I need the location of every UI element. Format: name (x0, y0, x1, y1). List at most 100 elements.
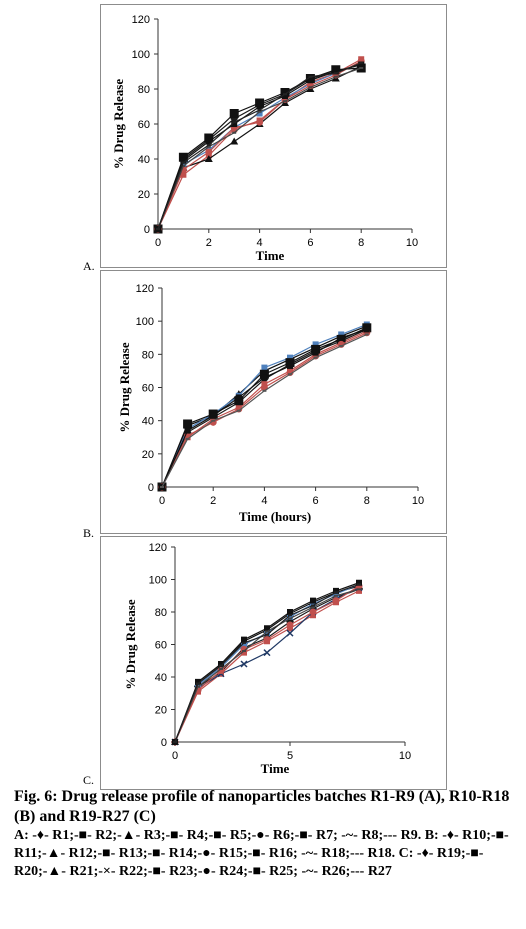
point-R16 (338, 334, 345, 341)
chart-panel-c: 0 20 40 60 80 100 120 0 5 10 Time % Drug Release (100, 536, 447, 790)
point-R8 (181, 165, 186, 167)
y-tick-label: 0 (148, 482, 154, 494)
point-R24 (286, 621, 294, 629)
point-R16 (261, 374, 268, 381)
x-tick-label: 10 (399, 750, 411, 762)
series-line-R26 (174, 588, 360, 743)
point-R27 (219, 664, 223, 667)
point-R27 (265, 633, 269, 636)
y-axis-title: % Drug Release (117, 342, 132, 432)
point-R22 (263, 649, 271, 657)
point-R25 (241, 636, 247, 643)
y-tick-label: 40 (155, 672, 167, 684)
x-tick-label: 8 (358, 237, 364, 249)
series-line-R11 (161, 330, 368, 488)
point-R22 (286, 629, 294, 637)
point-R5 (255, 98, 265, 108)
point-R26 (242, 650, 246, 652)
point-R4 (256, 110, 263, 117)
x-tick-label: 0 (159, 495, 165, 507)
series-line-R22 (174, 587, 360, 743)
series-line-R10 (161, 328, 368, 488)
y-tick-label: 60 (155, 640, 167, 652)
point-R16 (312, 349, 319, 356)
series-line-R16 (161, 328, 367, 488)
point-R16 (287, 362, 293, 369)
chart-a: 0 20 40 60 80 100 120 0 2 4 6 8 10 Time % Drug Release (111, 14, 418, 263)
point-R18 (262, 389, 267, 392)
point-R7 (205, 138, 212, 145)
point-R25 (264, 625, 270, 632)
point-R18 (236, 409, 241, 412)
series-line-R6 (157, 60, 362, 230)
point-R26 (357, 588, 361, 591)
point-R9 (206, 144, 211, 146)
point-R18 (211, 419, 216, 422)
point-R25 (310, 597, 316, 604)
point-R18 (185, 437, 190, 440)
y-tick-label: 20 (155, 705, 167, 717)
point-R7 (256, 103, 263, 110)
caption-legend: A: -♦- R1;-■- R2;-▲- R3;-■- R4;-■- R5;-●… (14, 828, 509, 879)
point-R23 (241, 641, 247, 648)
figure-caption: Fig. 6: Drug release profile of nanopart… (14, 787, 519, 881)
x-tick-label: 2 (206, 237, 212, 249)
point-R9 (359, 61, 364, 64)
point-R14 (234, 396, 244, 406)
series-line-R5 (157, 67, 362, 230)
series-line-R24 (174, 585, 360, 743)
point-R5 (204, 133, 214, 143)
y-tick-label: 80 (138, 84, 150, 96)
y-tick-label: 120 (149, 542, 167, 554)
y-tick-label: 40 (142, 416, 154, 428)
point-R27 (311, 604, 315, 607)
y-tick-label: 0 (144, 224, 150, 236)
y-tick-label: 120 (132, 14, 150, 26)
chart-c: 0 20 40 60 80 100 120 0 5 10 Time % Drug Release (123, 542, 411, 776)
point-R9 (283, 93, 287, 96)
x-tick-label: 5 (287, 750, 293, 762)
panel-label-b: B. (83, 526, 95, 540)
y-tick-label: 80 (155, 607, 167, 619)
point-R8 (333, 75, 338, 78)
x-tick-label: 6 (307, 237, 313, 249)
point-R7 (231, 121, 238, 127)
point-R9 (156, 228, 160, 230)
point-R9 (257, 109, 262, 111)
point-R27 (242, 641, 246, 644)
x-tick-label: 4 (261, 495, 267, 507)
series-line-R21 (174, 585, 360, 743)
point-R27 (357, 583, 361, 586)
point-R26 (311, 606, 315, 609)
series-line-R2 (157, 58, 362, 230)
chart-b: 0 20 40 60 80 100 120 0 2 4 6 8 10 Time (hours) % Drug… (117, 283, 424, 524)
x-axis-title: Time (256, 248, 285, 263)
point-R9 (333, 72, 338, 75)
point-R25 (195, 678, 201, 685)
series-line-R8 (157, 67, 362, 230)
point-R7 (180, 157, 187, 164)
point-R5 (280, 88, 290, 97)
point-R13 (261, 364, 268, 371)
series-line-R27 (174, 583, 360, 743)
point-R18 (160, 486, 164, 488)
y-tick-label: 100 (136, 316, 154, 328)
panel-label-a: A. (83, 259, 95, 273)
series-line-R18 (161, 333, 368, 488)
y-tick-label: 100 (149, 575, 167, 587)
point-R26 (196, 685, 200, 688)
point-R13 (338, 331, 345, 338)
y-axis-title: % Drug Release (123, 599, 138, 689)
point-R3 (204, 155, 213, 162)
point-R4 (180, 161, 187, 168)
series-line-R4 (157, 62, 362, 230)
point-R14 (285, 358, 295, 368)
series-line-R9 (157, 62, 362, 230)
point-R23 (310, 600, 316, 607)
point-R16 (235, 394, 242, 401)
x-axis-title: Time (hours) (239, 509, 311, 524)
y-tick-label: 60 (142, 383, 154, 395)
point-R25 (287, 609, 293, 615)
point-R22 (240, 660, 248, 668)
y-tick-label: 80 (142, 349, 154, 361)
